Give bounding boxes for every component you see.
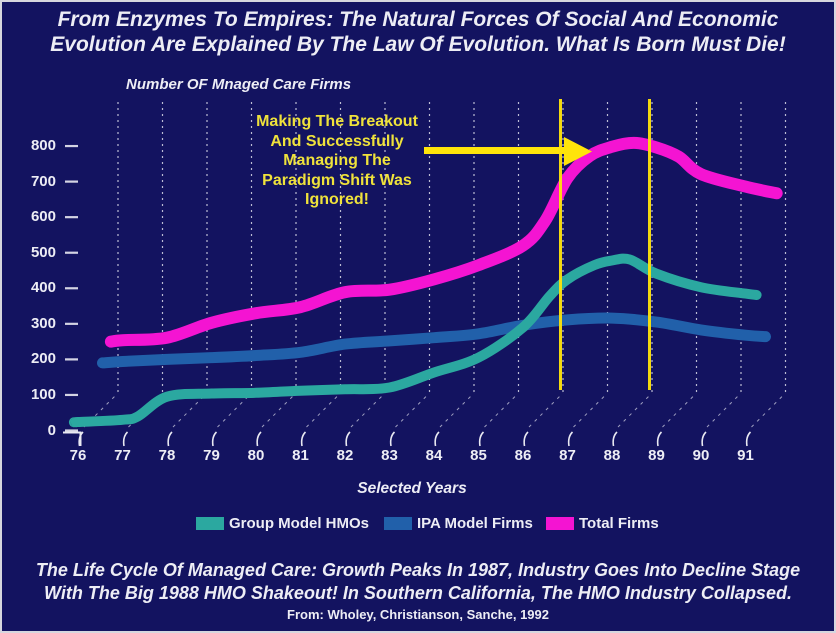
x-tick-label-81: 81 — [292, 447, 309, 464]
x-axis-tick — [434, 431, 440, 447]
x-axis-tick — [122, 431, 129, 447]
x-axis-tick — [612, 431, 618, 447]
slide-title-line-2: Evolution Are Explained By The Law Of Ev… — [50, 33, 786, 56]
footer-line-2: With The Big 1988 HMO Shakeout! In South… — [44, 583, 792, 603]
x-tick-label-82: 82 — [336, 447, 354, 464]
annotation-callout: Making The Breakout And Successfully Man… — [256, 113, 418, 208]
x-axis-tick — [300, 431, 307, 447]
gridline-skew — [706, 392, 742, 428]
y-tick-label-200: 200 — [30, 350, 56, 368]
legend-swatch — [384, 517, 412, 530]
x-axis-tick — [745, 431, 752, 447]
callout-arrow-head — [564, 137, 592, 166]
y-tick-label-800: 800 — [30, 137, 56, 155]
gridline-skew — [306, 392, 341, 428]
legend-swatch — [196, 517, 224, 530]
y-tick-label-700: 700 — [30, 172, 56, 190]
x-axis-tick — [211, 431, 218, 447]
slide-title-line-1: From Enzymes To Empires: The Natural For… — [57, 8, 779, 31]
x-tick-label-76: 76 — [69, 447, 87, 464]
gridline-skew — [662, 392, 697, 428]
x-tick-label-88: 88 — [603, 447, 621, 464]
x-axis-tick — [345, 431, 351, 447]
x-tick-label-91: 91 — [737, 447, 754, 464]
x-tick-label-80: 80 — [247, 447, 265, 464]
source-attribution: From: Wholey, Christianson, Sanche, 1992 — [287, 607, 549, 622]
gridline-skew — [573, 392, 608, 428]
x-axis-tick — [389, 431, 396, 447]
x-axis-title: Selected Years — [357, 480, 467, 497]
x-tick-label-79: 79 — [203, 447, 220, 464]
x-tick-label-84: 84 — [425, 447, 443, 464]
legend-item-ipa-model-firms: IPA Model Firms — [384, 515, 533, 532]
x-axis-tick — [523, 431, 529, 447]
y-tick-label-400: 400 — [30, 279, 56, 297]
y-axis-title: Number OF Mnaged Care Firms — [126, 76, 352, 93]
x-tick-label-87: 87 — [559, 447, 576, 464]
gridline-skew — [395, 392, 430, 428]
x-tick-label-89: 89 — [648, 447, 665, 464]
x-tick-label-77: 77 — [114, 447, 131, 464]
x-tick-label-86: 86 — [514, 447, 532, 464]
y-tick-label-500: 500 — [30, 243, 56, 261]
chart-legend: Group Model HMOs IPA Model Firms Total Fir… — [0, 515, 836, 535]
gridline-skew — [528, 392, 564, 428]
y-tick-label-100: 100 — [30, 385, 56, 403]
y-tick-label-0: 0 — [47, 421, 56, 439]
gridline-skew — [617, 392, 653, 428]
x-tick-label-78: 78 — [158, 447, 176, 464]
series-ipa-model-firms — [97, 312, 771, 369]
callout-arrow-shaft — [424, 147, 567, 154]
legend-label: Group Model HMOs — [229, 515, 369, 532]
gridline-skew — [217, 392, 252, 428]
axis-corner — [63, 431, 82, 446]
slide-title: From Enzymes To Empires: The Natural For… — [0, 7, 836, 57]
x-axis-tick — [701, 431, 707, 447]
x-axis-tick — [256, 431, 262, 447]
x-tick-label-83: 83 — [381, 447, 398, 464]
slide-footer: The Life Cycle Of Managed Care: Growth P… — [0, 559, 836, 605]
legend-label: Total Firms — [579, 515, 659, 532]
gridline-skew — [350, 392, 386, 428]
gridline-skew — [439, 392, 475, 428]
legend-item-group-model-hmos: Group Model HMOs — [196, 515, 369, 532]
x-axis-tick — [478, 431, 485, 447]
y-tick-label-600: 600 — [30, 208, 56, 226]
x-tick-label-85: 85 — [470, 447, 487, 464]
footer-line-1: The Life Cycle Of Managed Care: Growth P… — [35, 560, 801, 580]
legend-label: IPA Model Firms — [417, 515, 533, 532]
gridline-skew — [261, 392, 297, 428]
x-axis-tick — [167, 431, 173, 447]
legend-swatch — [546, 517, 574, 530]
series-group-model-hmos — [68, 253, 762, 428]
x-axis-tick — [656, 431, 663, 447]
gridline-skew — [484, 392, 519, 428]
legend-item-total-firms: Total Firms — [546, 515, 659, 532]
x-axis-tick — [567, 431, 574, 447]
x-tick-label-90: 90 — [692, 447, 710, 464]
gridline-skew — [751, 392, 786, 428]
series-total-firms — [104, 136, 783, 348]
y-tick-label-300: 300 — [30, 314, 56, 332]
